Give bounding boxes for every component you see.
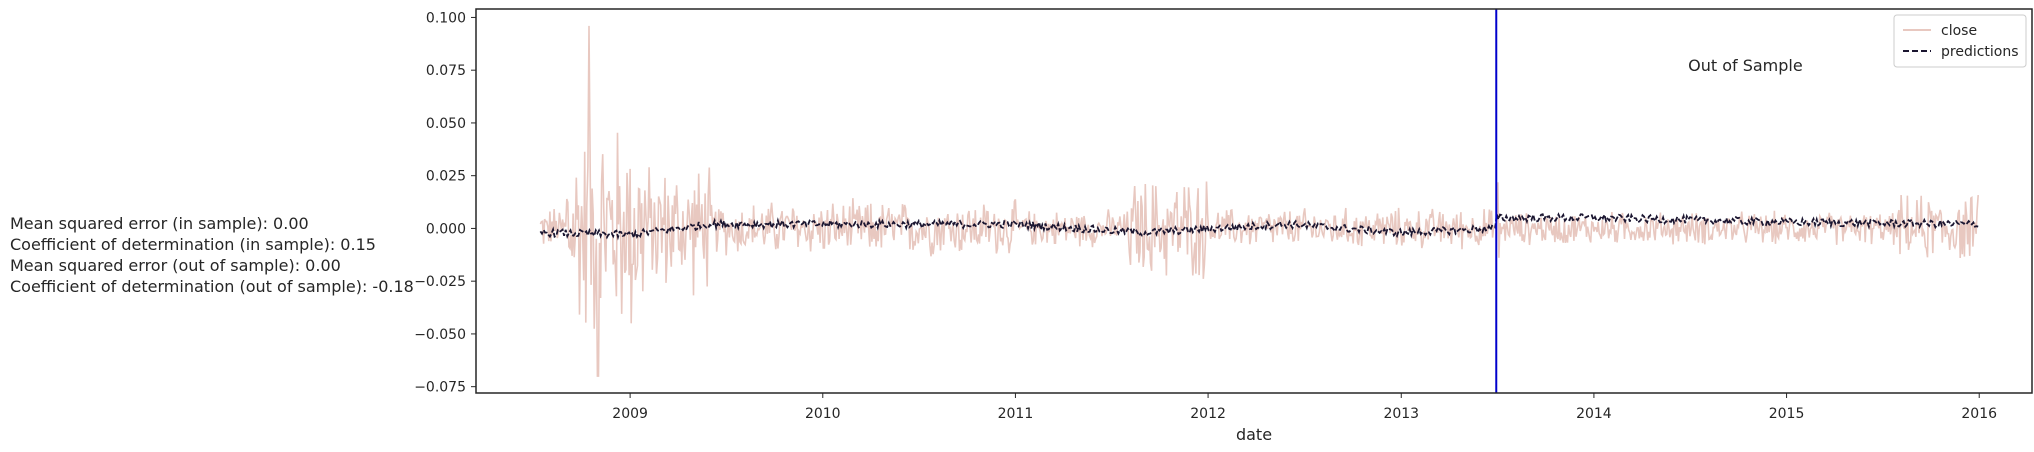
x-tick-label: 2016 [1961, 406, 1997, 422]
mse-out-of-sample: Mean squared error (out of sample): 0.00 [10, 256, 341, 275]
mse-in-sample: Mean squared error (in sample): 0.00 [10, 214, 309, 233]
plot-area [539, 9, 1979, 393]
y-tick-label: −0.075 [414, 380, 466, 396]
x-tick-label: 2012 [1190, 406, 1226, 422]
x-tick-label: 2013 [1383, 406, 1419, 422]
y-tick-label: 0.000 [426, 221, 466, 237]
r2-in-sample: Coefficient of determination (in sample)… [10, 235, 376, 254]
y-tick-label: 0.025 [426, 169, 466, 185]
axes-frame [475, 8, 2033, 394]
y-tick-label: −0.050 [414, 327, 466, 343]
legend-box [1893, 14, 2027, 68]
x-axis-label: date [1236, 425, 1272, 444]
legend-close-label: close [1941, 23, 1977, 39]
y-tick-label: −0.025 [414, 274, 466, 290]
r2-out-of-sample: Coefficient of determination (out of sam… [10, 277, 414, 296]
x-tick-label: 2015 [1769, 406, 1805, 422]
close-series-line [539, 25, 1979, 377]
x-tick-label: 2014 [1576, 406, 1612, 422]
x-tick-label: 2011 [998, 406, 1034, 422]
x-axis: 2009 2010 2011 2012 2013 2014 2015 2016 [612, 393, 1997, 422]
y-tick-label: 0.100 [426, 10, 466, 26]
model-stats: Mean squared error (in sample): 0.00 Coe… [10, 213, 414, 297]
y-tick-label: 0.075 [426, 63, 466, 79]
x-tick-label: 2009 [612, 406, 648, 422]
y-tick-label: 0.050 [426, 116, 466, 132]
y-axis: 0.100 0.075 0.050 0.025 0.000 −0.025 −0.050 −0.… [414, 10, 476, 396]
predictions-series-line [539, 211, 1979, 241]
legend: close predictions [1893, 14, 2027, 68]
x-tick-label: 2010 [805, 406, 841, 422]
legend-predictions-label: predictions [1941, 44, 2019, 60]
out-of-sample-annotation: Out of Sample [1688, 56, 1803, 75]
